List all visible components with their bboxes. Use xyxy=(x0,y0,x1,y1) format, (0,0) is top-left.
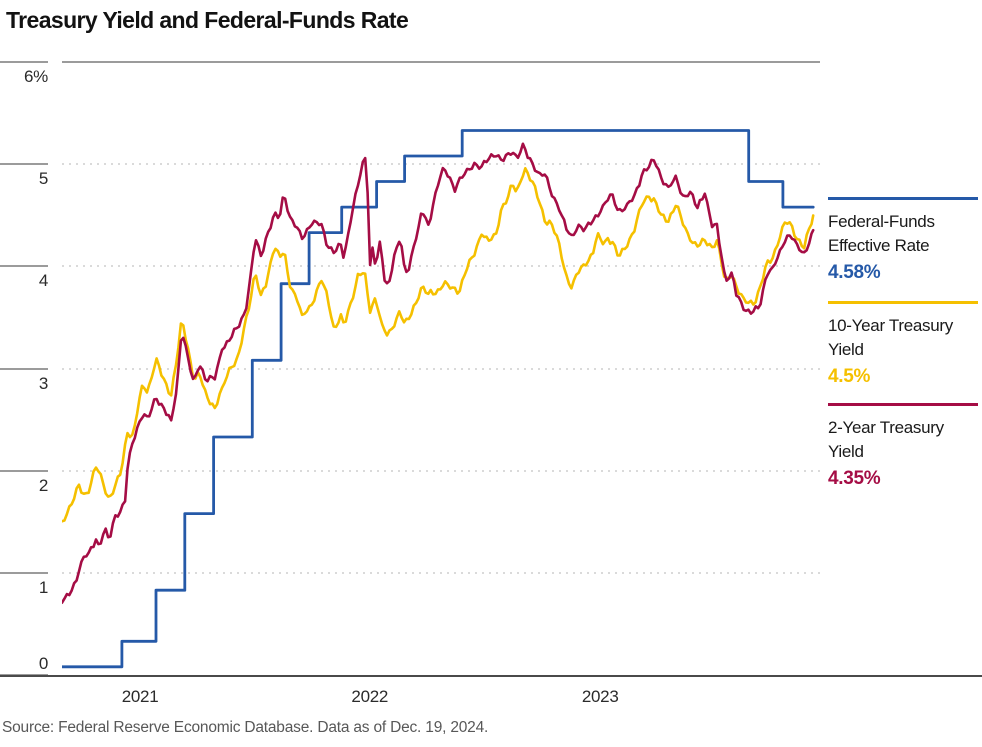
y-axis-label: 2 xyxy=(38,475,48,495)
gridline xyxy=(62,163,820,166)
legend-color-rule-ten-year xyxy=(828,301,978,304)
x-axis-label: 2023 xyxy=(581,687,619,706)
chart-canvas xyxy=(62,129,815,669)
gridline xyxy=(62,265,820,268)
legend-label-line2: Yield xyxy=(828,442,864,461)
fed-funds-line xyxy=(62,129,815,669)
source-note: Source: Federal Reserve Economic Databas… xyxy=(2,719,489,736)
legend-block-two-year: 2-Year Treasury Yield 4.35% xyxy=(828,403,978,490)
legend-value-ten-year: 4.5% xyxy=(828,366,871,387)
plot-top-border xyxy=(62,61,820,63)
legend-block-fed-funds: Federal-Funds Effective Rate 4.58% xyxy=(828,197,978,284)
x-axis-label: 2021 xyxy=(121,687,159,706)
y-axis-tick-mark xyxy=(0,163,48,166)
ten-year-line xyxy=(62,167,815,523)
x-axis-line xyxy=(0,675,982,677)
gridline xyxy=(62,367,820,370)
legend-value-two-year: 4.35% xyxy=(828,468,881,489)
legend-block-ten-year: 10-Year Treasury Yield 4.5% xyxy=(828,301,978,388)
y-axis-label: 3 xyxy=(38,373,48,393)
legend-label-line2: Effective Rate xyxy=(828,236,930,255)
y-axis-tick-mark xyxy=(0,265,48,268)
y-axis-label: 6% xyxy=(24,67,48,86)
y-axis-tick-mark xyxy=(0,367,48,370)
two-year-line xyxy=(62,142,815,604)
chart-title: Treasury Yield and Federal-Funds Rate xyxy=(6,7,409,33)
legend-label-line2: Yield xyxy=(828,340,864,359)
legend-color-rule-fed-funds xyxy=(828,197,978,200)
x-axis-label: 2022 xyxy=(351,687,389,706)
gridline xyxy=(62,469,820,472)
legend-color-rule-two-year xyxy=(828,403,978,406)
gridline xyxy=(62,571,820,574)
legend-label-ten-year: 10-Year Treasury Yield xyxy=(828,314,978,362)
y-axis-tick-mark xyxy=(0,61,48,63)
y-axis-label: 5 xyxy=(38,169,48,189)
legend-label-line1: 2-Year Treasury xyxy=(828,418,944,437)
y-axis-label: 4 xyxy=(38,271,48,291)
y-axis-tick-mark xyxy=(0,571,48,574)
legend-label-line1: 10-Year Treasury xyxy=(828,316,953,335)
y-axis-label: 0 xyxy=(38,654,48,673)
legend-value-fed-funds: 4.58% xyxy=(828,262,881,283)
legend-label-line1: Federal-Funds xyxy=(828,212,935,231)
legend-label-two-year: 2-Year Treasury Yield xyxy=(828,416,978,464)
y-axis-label: 1 xyxy=(38,577,48,597)
legend-label-fed-funds: Federal-Funds Effective Rate xyxy=(828,210,978,258)
y-axis-tick-mark xyxy=(0,469,48,472)
